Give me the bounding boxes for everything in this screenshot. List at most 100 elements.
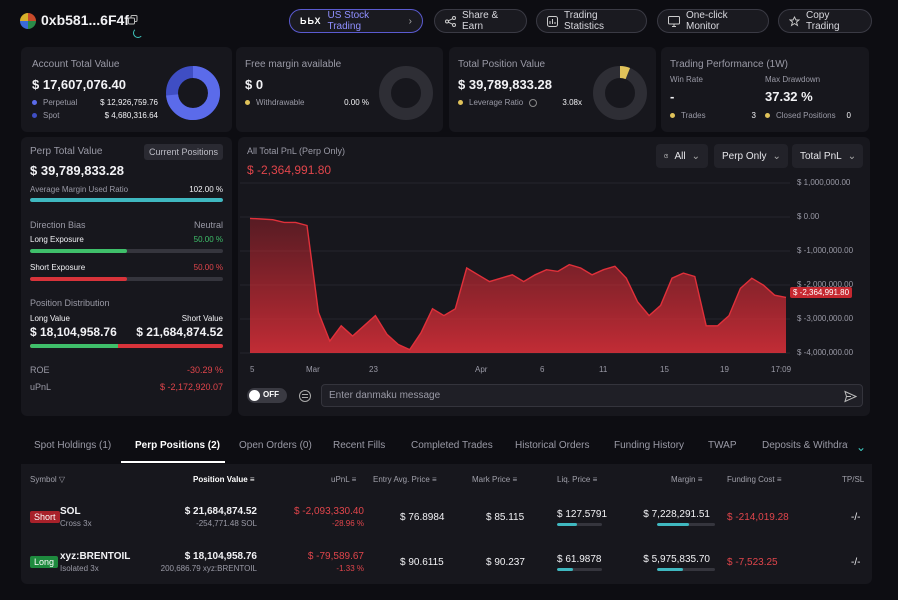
- row-upnl-pct: -1.33 %: [336, 564, 364, 573]
- sort-icon[interactable]: ≡: [249, 475, 255, 484]
- row-entry-price: $ 90.6115: [400, 557, 444, 568]
- send-icon[interactable]: [844, 390, 857, 403]
- header-liq-price[interactable]: Liq. Price ≡: [557, 475, 598, 484]
- x-tick-label: 15: [660, 365, 669, 374]
- statistics-icon: [547, 15, 558, 27]
- toggle-knob: [249, 390, 260, 401]
- sort-icon[interactable]: ≡: [351, 475, 357, 484]
- total-pnl-dropdown[interactable]: Total PnL ⌄: [792, 144, 863, 168]
- tab-historical-orders[interactable]: Historical Orders: [515, 440, 590, 451]
- us-stock-trading-button[interactable]: ЬЬХ US Stock Trading ›: [289, 9, 423, 33]
- tab-twap[interactable]: TWAP: [708, 440, 737, 451]
- copy-trading-label: Copy Trading: [806, 10, 840, 32]
- row-upnl: $ -79,589.67: [307, 551, 364, 562]
- header-funding-cost[interactable]: Funding Cost ≡: [727, 475, 782, 484]
- positions-table: [21, 464, 872, 584]
- free-margin-card: Free margin available $ 0 Withdrawable 0…: [236, 47, 443, 132]
- row-tpsl[interactable]: -/-: [851, 512, 861, 523]
- range-filter-dropdown[interactable]: All ⌄: [656, 144, 708, 168]
- long-value: $ 18,104,958.76: [30, 325, 117, 339]
- perp-only-dropdown[interactable]: Perp Only ⌄: [714, 144, 788, 168]
- x-tick-label: Mar: [306, 365, 320, 374]
- tab-recent-fills[interactable]: Recent Fills: [333, 440, 386, 451]
- free-margin-value: $ 0: [245, 77, 264, 92]
- row-symbol[interactable]: xyz:BRENTOIL: [60, 551, 131, 562]
- pnl-chart-title: All Total PnL (Perp Only): [247, 146, 346, 156]
- spot-value: $ 4,680,316.64: [104, 111, 158, 120]
- one-click-monitor-button[interactable]: One-click Monitor: [657, 9, 769, 33]
- direction-bias-label: Direction Bias: [30, 220, 86, 230]
- closed-positions-row: Closed Positions 0: [765, 111, 851, 120]
- header-margin[interactable]: Margin ≡: [671, 475, 703, 484]
- header-symbol[interactable]: Symbol ▽: [30, 475, 66, 484]
- withdrawable-value: 0.00 %: [344, 98, 369, 107]
- x-tick-label: 19: [720, 365, 729, 374]
- leverage-label: Leverage Ratio: [469, 98, 524, 107]
- short-value: $ 21,684,874.52: [136, 325, 223, 339]
- danmaku-input[interactable]: Enter danmaku message: [321, 384, 863, 407]
- avg-margin-value: 102.00 %: [189, 185, 223, 194]
- account-total-card: Account Total Value $ 17,607,076.40 Perp…: [21, 47, 232, 132]
- free-margin-title: Free margin available: [245, 59, 342, 70]
- row-position-qty: 200,686.79 xyz:BRENTOIL: [160, 564, 257, 573]
- y-tick-label: $ -4,000,000.00: [797, 348, 854, 357]
- filter-icon[interactable]: ▽: [58, 475, 66, 484]
- header-position-value[interactable]: Position Value ≡: [193, 475, 255, 484]
- closed-positions-label: Closed Positions: [776, 111, 836, 120]
- share-earn-button[interactable]: Share & Earn: [434, 9, 527, 33]
- liq-distance-bar: [557, 523, 602, 526]
- info-icon[interactable]: [528, 98, 537, 107]
- tab-deposits-withdraw[interactable]: Deposits & Withdraw: [762, 440, 848, 451]
- y-tick-label: $ 0.00: [797, 212, 820, 221]
- pnl-line: [249, 217, 787, 351]
- current-positions-tag[interactable]: Current Positions: [143, 144, 223, 160]
- tabs-expand-chevron-icon[interactable]: ⌄: [856, 440, 867, 454]
- copy-trading-button[interactable]: Copy Trading: [778, 9, 872, 33]
- share-icon: [445, 15, 456, 27]
- active-tab-underline: [121, 461, 225, 463]
- avg-margin-label: Average Margin Used Ratio: [30, 185, 129, 194]
- row-tpsl[interactable]: -/-: [851, 557, 861, 568]
- x-tick-label: Apr: [475, 365, 488, 374]
- trades-label: Trades: [681, 111, 706, 120]
- row-margin: $ 7,228,291.51: [643, 509, 710, 520]
- tab-perp-positions[interactable]: Perp Positions (2): [135, 440, 221, 451]
- row-mark-price: $ 85.115: [486, 512, 525, 523]
- spot-label: Spot: [43, 111, 60, 120]
- chevron-down-icon: ⌄: [691, 150, 700, 162]
- row-upnl: $ -2,093,330.40: [293, 506, 364, 517]
- spot-row: Spot $ 4,680,316.64: [32, 111, 158, 120]
- danmaku-toggle[interactable]: OFF: [247, 388, 287, 403]
- sort-icon[interactable]: ≡: [592, 475, 598, 484]
- account-total-title: Account Total Value: [32, 59, 120, 70]
- header-upnl[interactable]: uPnL ≡: [331, 475, 357, 484]
- sort-icon[interactable]: ≡: [697, 475, 703, 484]
- x-tick-label: 23: [369, 365, 378, 374]
- avatar[interactable]: [20, 13, 36, 29]
- sort-icon[interactable]: ≡: [776, 475, 782, 484]
- header-mark-price[interactable]: Mark Price ≡: [472, 475, 518, 484]
- header-entry-price[interactable]: Entry Avg. Price ≡: [373, 475, 437, 484]
- tab-spot-holdings[interactable]: Spot Holdings (1): [34, 440, 112, 451]
- account-total-value: $ 17,607,076.40: [32, 77, 126, 92]
- tab-funding-history[interactable]: Funding History: [614, 440, 685, 451]
- row-upnl-pct: -28.96 %: [331, 519, 364, 528]
- tab-completed-trades[interactable]: Completed Trades: [411, 440, 493, 451]
- row-symbol[interactable]: SOL: [60, 506, 81, 517]
- row-mode: Isolated 3x: [60, 564, 99, 573]
- tab-open-orders[interactable]: Open Orders (0): [239, 440, 312, 451]
- direction-bias-value: Neutral: [193, 220, 223, 230]
- monitor-icon: [668, 15, 680, 27]
- perpetual-row: Perpetual $ 12,926,759.76: [32, 98, 158, 107]
- sort-icon[interactable]: ≡: [512, 475, 518, 484]
- trading-statistics-button[interactable]: Trading Statistics: [536, 9, 647, 33]
- sort-icon[interactable]: ≡: [432, 475, 437, 484]
- copy-icon[interactable]: [128, 15, 138, 25]
- leverage-row: Leverage Ratio 3.08x: [458, 98, 582, 107]
- range-filter-label: All: [674, 150, 686, 162]
- trading-statistics-label: Trading Statistics: [564, 10, 605, 32]
- short-exposure-bar: [30, 277, 223, 281]
- spot-dot: [32, 113, 37, 119]
- danmaku-settings-icon[interactable]: [299, 390, 311, 402]
- x-tick-label: 17:09: [771, 365, 792, 374]
